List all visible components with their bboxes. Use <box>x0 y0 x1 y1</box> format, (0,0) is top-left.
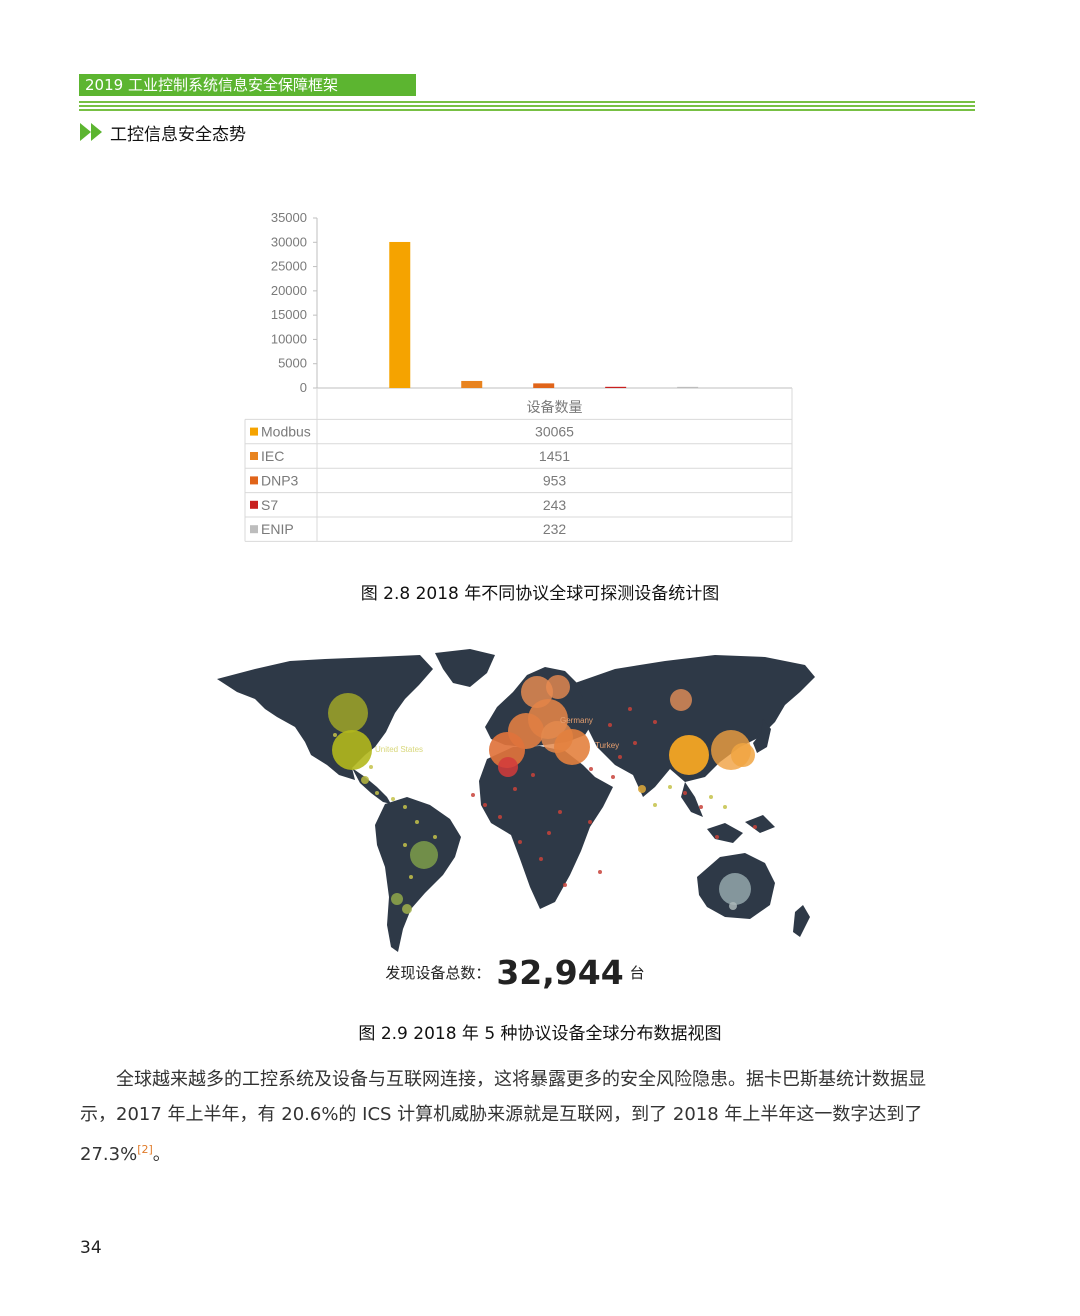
bubble-china <box>669 735 709 775</box>
south-america <box>375 797 461 952</box>
body-paragraph: 全球越来越多的工控系统及设备与互联网连接，这将暴露更多的安全风险隐患。据卡巴斯基… <box>80 1062 960 1172</box>
legend-label-enip: ENIP <box>261 521 294 537</box>
bubble-india <box>638 785 646 793</box>
bubble-chile <box>402 904 412 914</box>
y-tick-label: 30000 <box>271 234 307 249</box>
bar-enip <box>677 386 699 388</box>
table-value-enip: 232 <box>543 521 567 537</box>
table-value-dnp3: 953 <box>543 472 567 488</box>
y-tick-label: 5000 <box>278 356 307 371</box>
legend-swatch-s7 <box>250 500 258 509</box>
total-unit: 台 <box>629 964 645 982</box>
header-rule-middle <box>79 105 975 107</box>
southeast-asia <box>681 782 775 843</box>
bubble-united-states <box>332 730 372 770</box>
y-tick-label: 0 <box>300 380 307 395</box>
bubble-canada <box>328 693 368 733</box>
label-germany: Germany <box>560 716 593 725</box>
device-bubbles <box>328 675 755 914</box>
table-value-s7: 243 <box>543 497 567 513</box>
new-zealand <box>793 905 810 937</box>
bubble-iberia-2 <box>498 757 518 777</box>
bubble-australia <box>719 873 751 905</box>
bar-modbus <box>389 241 411 388</box>
africa <box>479 746 613 909</box>
double-arrow-icon <box>80 123 102 141</box>
legend-swatch-enip <box>250 525 258 534</box>
bubble-turkey <box>554 729 590 765</box>
header-title: 2019 工业控制系统信息安全保障框架 <box>79 74 416 96</box>
device-total: 发现设备总数： 32,944 台 <box>0 953 1030 992</box>
section-title: 工控信息安全态势 <box>110 124 246 145</box>
y-tick-label: 25000 <box>271 259 307 274</box>
continents <box>217 649 815 952</box>
legend-swatch-dnp3 <box>250 476 258 485</box>
table-value-iec: 1451 <box>539 448 570 464</box>
total-value: 32,944 <box>496 953 624 992</box>
bubble-australia-2 <box>729 902 737 910</box>
y-tick-label: 10000 <box>271 331 307 346</box>
bubble-brazil <box>410 841 438 869</box>
label-united-states: United States <box>375 745 423 754</box>
legend-label-modbus: Modbus <box>261 424 311 440</box>
label-turkey: Turkey <box>595 741 619 750</box>
bubble-russia <box>670 689 692 711</box>
page-number: 34 <box>80 1238 102 1258</box>
header-rule-top <box>79 101 975 103</box>
bubble-mexico <box>361 776 369 784</box>
y-tick-label: 35000 <box>271 210 307 225</box>
small-dots <box>471 707 757 887</box>
greenland <box>435 649 495 687</box>
north-america <box>217 655 433 780</box>
paragraph-text: 全球越来越多的工控系统及设备与互联网连接，这将暴露更多的安全风险隐患。据卡巴斯基… <box>80 1069 926 1165</box>
bubble-japan <box>731 743 755 767</box>
legend-label-s7: S7 <box>261 497 278 513</box>
citation-ref[interactable]: [2] <box>137 1143 153 1156</box>
figure-2-9-caption: 图 2.9 2018 年 5 种协议设备全球分布数据视图 <box>358 1024 722 1044</box>
japan <box>753 719 771 753</box>
yellow-dots <box>333 733 727 879</box>
bar-dnp3 <box>533 383 555 388</box>
paragraph-end: 。 <box>152 1144 171 1165</box>
figure-2-8-caption: 图 2.8 2018 年不同协议全球可探测设备统计图 <box>360 584 720 604</box>
world-map-svg: United States Germany Turkey <box>217 649 815 952</box>
bubble-scandinavia <box>546 675 570 699</box>
y-tick-label: 15000 <box>271 307 307 322</box>
bubble-argentina <box>391 893 403 905</box>
legend-label-dnp3: DNP3 <box>261 472 299 488</box>
central-america <box>352 768 391 804</box>
bar-iec <box>461 380 483 388</box>
world-device-map: United States Germany Turkey <box>215 647 815 962</box>
asia <box>575 655 815 797</box>
legend-label-iec: IEC <box>261 448 284 464</box>
table-header-label: 设备数量 <box>527 399 583 415</box>
y-tick-label: 20000 <box>271 283 307 298</box>
bubble-spain <box>489 732 525 768</box>
header-rule-bottom <box>79 109 975 111</box>
section-heading: 工控信息安全态势 <box>80 120 246 145</box>
total-label: 发现设备总数： <box>385 964 491 982</box>
legend-swatch-modbus <box>250 427 258 436</box>
table-value-modbus: 30065 <box>535 424 574 440</box>
legend-swatch-iec <box>250 452 258 460</box>
bar-s7 <box>605 386 627 388</box>
